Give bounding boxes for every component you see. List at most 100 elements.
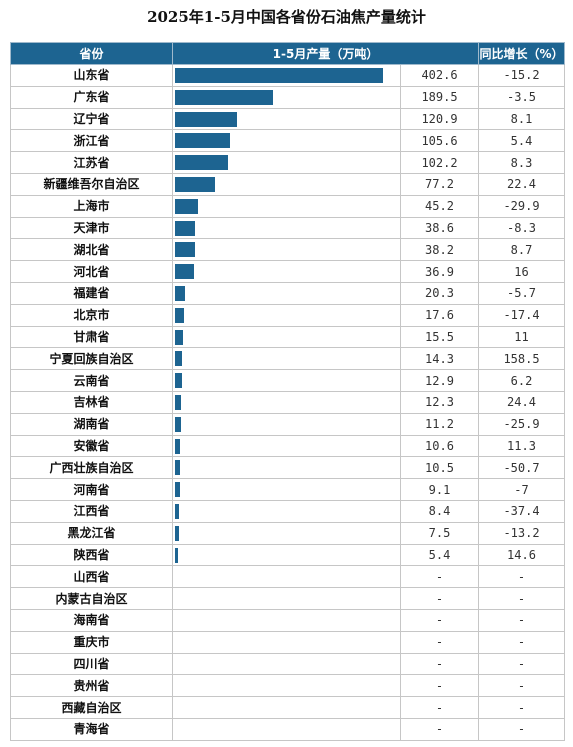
yoy-value: -17.4 bbox=[478, 303, 565, 327]
province-name: 河南省 bbox=[10, 478, 173, 501]
yoy-value: 8.7 bbox=[478, 238, 565, 262]
province-name: 江苏省 bbox=[10, 151, 173, 174]
table-row: 河南省 9.1 -7 bbox=[10, 478, 565, 501]
yoy-value: 14.6 bbox=[478, 543, 565, 567]
table-row: 贵州省 - - bbox=[10, 674, 565, 698]
bar-cell bbox=[172, 412, 401, 436]
production-value: - bbox=[400, 696, 479, 719]
production-value: - bbox=[400, 565, 479, 589]
table-row: 西藏自治区 - - bbox=[10, 696, 565, 719]
yoy-value: -25.9 bbox=[478, 412, 565, 436]
production-value: 120.9 bbox=[400, 107, 479, 131]
bar-cell bbox=[172, 238, 401, 262]
yoy-value: 22.4 bbox=[478, 172, 565, 196]
province-name: 山西省 bbox=[10, 565, 173, 589]
header-yoy: 同比增长（%） bbox=[478, 42, 565, 65]
production-bar bbox=[175, 155, 228, 171]
bar-cell bbox=[172, 674, 401, 698]
yoy-value: -50.7 bbox=[478, 456, 565, 480]
production-bar bbox=[175, 416, 181, 432]
production-value: 38.2 bbox=[400, 238, 479, 262]
province-name: 陕西省 bbox=[10, 543, 173, 567]
table-row: 云南省 12.9 6.2 bbox=[10, 369, 565, 392]
yoy-value: -3.5 bbox=[478, 85, 565, 109]
table-row: 上海市 45.2 -29.9 bbox=[10, 194, 565, 218]
table-row: 浙江省 105.6 5.4 bbox=[10, 129, 565, 153]
province-name: 江西省 bbox=[10, 499, 173, 523]
production-bar bbox=[175, 285, 186, 301]
bar-cell bbox=[172, 521, 401, 545]
production-bar bbox=[175, 133, 230, 149]
yoy-value: -8.3 bbox=[478, 216, 565, 240]
yoy-value: -15.2 bbox=[478, 64, 565, 87]
province-name: 海南省 bbox=[10, 608, 173, 632]
bar-cell bbox=[172, 434, 401, 458]
province-name: 北京市 bbox=[10, 303, 173, 327]
bar-cell bbox=[172, 652, 401, 676]
production-bar bbox=[175, 89, 273, 105]
yoy-value: - bbox=[478, 608, 565, 632]
province-name: 贵州省 bbox=[10, 674, 173, 698]
bar-cell bbox=[172, 456, 401, 480]
yoy-value: 5.4 bbox=[478, 129, 565, 153]
province-name: 黑龙江省 bbox=[10, 521, 173, 545]
yoy-value: - bbox=[478, 565, 565, 589]
province-name: 山东省 bbox=[10, 64, 173, 87]
production-value: 9.1 bbox=[400, 478, 479, 501]
table-row: 广西壮族自治区 10.5 -50.7 bbox=[10, 456, 565, 480]
production-bar bbox=[175, 176, 215, 192]
yoy-value: - bbox=[478, 652, 565, 676]
bar-cell bbox=[172, 390, 401, 414]
yoy-value: 11.3 bbox=[478, 434, 565, 458]
province-name: 宁夏回族自治区 bbox=[10, 347, 173, 371]
yoy-value: -37.4 bbox=[478, 499, 565, 523]
yoy-value: - bbox=[478, 674, 565, 698]
production-value: 105.6 bbox=[400, 129, 479, 153]
bar-cell bbox=[172, 717, 401, 741]
yoy-value: 11 bbox=[478, 325, 565, 349]
production-value: 189.5 bbox=[400, 85, 479, 109]
province-name: 福建省 bbox=[10, 281, 173, 305]
production-bar bbox=[175, 242, 195, 258]
production-bar bbox=[175, 482, 180, 498]
production-value: 10.6 bbox=[400, 434, 479, 458]
yoy-value: 8.3 bbox=[478, 151, 565, 174]
bar-cell bbox=[172, 696, 401, 719]
yoy-value: 6.2 bbox=[478, 369, 565, 392]
production-value: 8.4 bbox=[400, 499, 479, 523]
production-bar bbox=[175, 438, 181, 454]
production-bar bbox=[175, 525, 179, 541]
yoy-value: 158.5 bbox=[478, 347, 565, 371]
production-value: 45.2 bbox=[400, 194, 479, 218]
table-row: 青海省 - - bbox=[10, 717, 565, 741]
table-row: 天津市 38.6 -8.3 bbox=[10, 216, 565, 240]
province-name: 广西壮族自治区 bbox=[10, 456, 173, 480]
table-row: 湖南省 11.2 -25.9 bbox=[10, 412, 565, 436]
province-name: 新疆维吾尔自治区 bbox=[10, 172, 173, 196]
table-row: 安徽省 10.6 11.3 bbox=[10, 434, 565, 458]
production-bar bbox=[175, 460, 181, 476]
bar-cell bbox=[172, 478, 401, 501]
bar-cell bbox=[172, 347, 401, 371]
table-row: 重庆市 - - bbox=[10, 630, 565, 654]
production-value: 402.6 bbox=[400, 64, 479, 87]
table-row: 内蒙古自治区 - - bbox=[10, 587, 565, 610]
province-name: 云南省 bbox=[10, 369, 173, 392]
yoy-value: -13.2 bbox=[478, 521, 565, 545]
production-value: 102.2 bbox=[400, 151, 479, 174]
production-value: - bbox=[400, 587, 479, 610]
header-province: 省份 bbox=[10, 42, 173, 65]
chart-title: 2025年1-5月中国各省份石油焦产量统计 bbox=[147, 8, 426, 26]
table-row: 吉林省 12.3 24.4 bbox=[10, 390, 565, 414]
table-row: 海南省 - - bbox=[10, 608, 565, 632]
bar-cell bbox=[172, 281, 401, 305]
bar-cell bbox=[172, 260, 401, 283]
production-value: 5.4 bbox=[400, 543, 479, 567]
bar-cell bbox=[172, 172, 401, 196]
table-row: 河北省 36.9 16 bbox=[10, 260, 565, 283]
yoy-value: -29.9 bbox=[478, 194, 565, 218]
production-bar bbox=[175, 198, 199, 214]
bar-cell bbox=[172, 608, 401, 632]
province-name: 辽宁省 bbox=[10, 107, 173, 131]
province-name: 湖北省 bbox=[10, 238, 173, 262]
